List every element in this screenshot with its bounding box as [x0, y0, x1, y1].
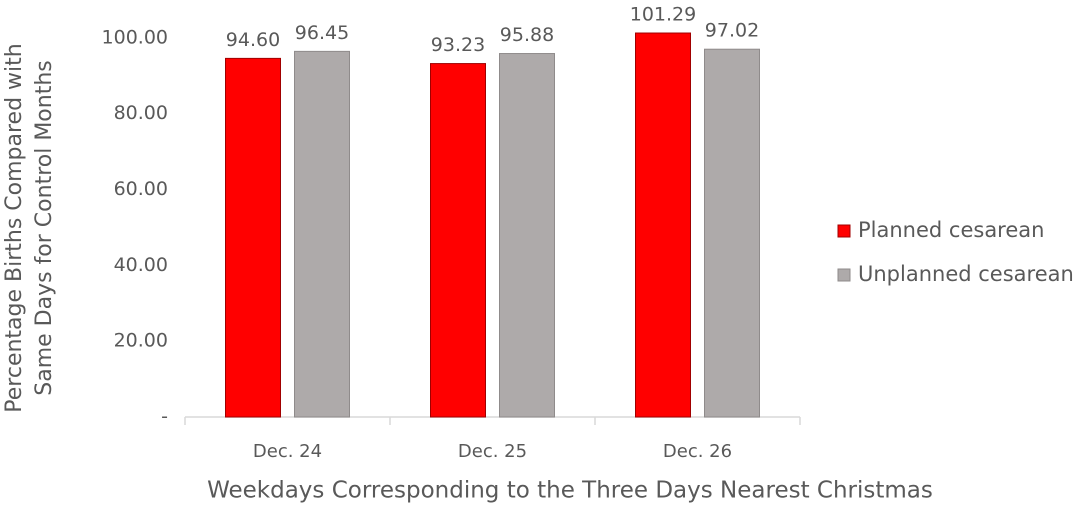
bar	[294, 50, 350, 418]
data-label: 95.88	[500, 24, 554, 46]
data-label: 96.45	[295, 22, 349, 44]
data-label: 94.60	[226, 29, 280, 51]
y-axis-label: Percentage Births Compared with Same Day…	[2, 43, 57, 412]
x-tick-label: Dec. 26	[663, 441, 732, 462]
legend-label: Unplanned cesarean	[858, 262, 1074, 286]
x-tick-label: Dec. 24	[253, 441, 322, 462]
y-tick-label: -	[161, 406, 168, 428]
x-tick-label: Dec. 25	[458, 441, 527, 462]
x-axis-label: Weekdays Corresponding to the Three Days…	[207, 478, 933, 504]
legend-label: Planned cesarean	[858, 218, 1044, 242]
y-tick-label: 100.00	[102, 26, 168, 48]
y-axis-label-line: Percentage Births Compared with	[2, 43, 27, 412]
y-tick-label: 20.00	[114, 330, 168, 352]
legend-swatch	[837, 224, 851, 238]
bar	[635, 32, 691, 418]
legend-swatch	[837, 268, 851, 282]
data-label: 97.02	[705, 20, 759, 42]
y-axis-label-line: Same Days for Control Months	[32, 60, 57, 395]
y-tick-label: 80.00	[114, 102, 168, 124]
data-label: 93.23	[431, 34, 485, 56]
data-label: 101.29	[630, 4, 696, 26]
y-tick-label: 40.00	[114, 254, 168, 276]
bar	[225, 57, 281, 418]
bar	[499, 53, 555, 418]
y-tick-label: 60.00	[114, 178, 168, 200]
bar	[704, 48, 760, 418]
bar	[430, 63, 486, 418]
